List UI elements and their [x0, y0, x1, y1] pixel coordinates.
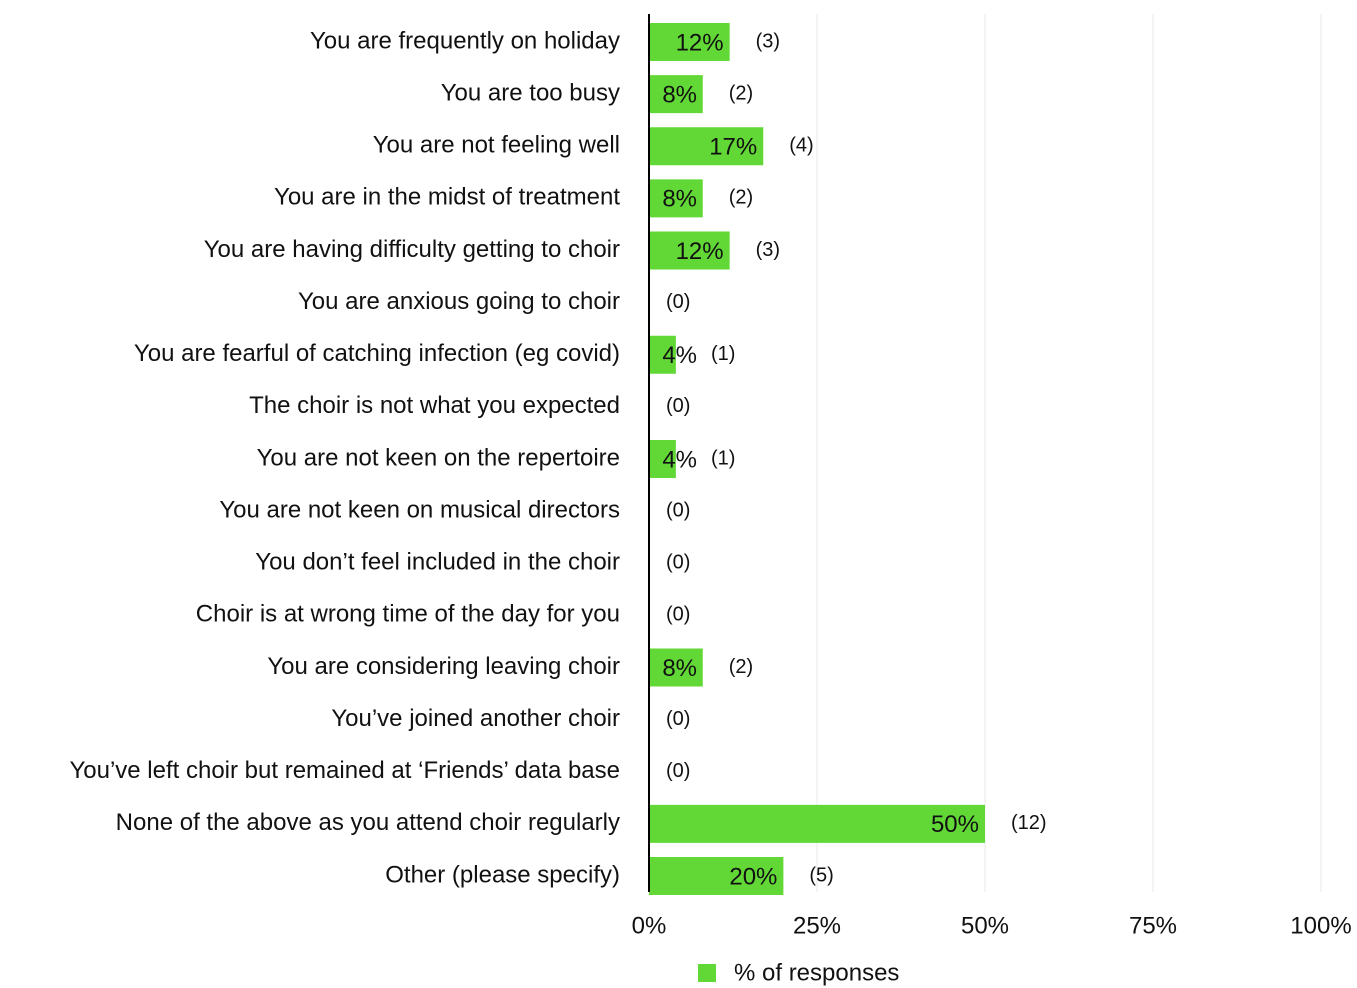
category-label: You’ve left choir but remained at ‘Frien… — [69, 757, 620, 784]
count-label: (0) — [666, 708, 690, 730]
count-label: (0) — [666, 760, 690, 782]
category-label: You are not keen on the repertoire — [257, 444, 620, 471]
bar — [649, 179, 703, 218]
x-tick-label: 75% — [1129, 912, 1177, 939]
bar — [649, 804, 985, 843]
count-label: (0) — [666, 291, 690, 313]
category-label: Choir is at wrong time of the day for yo… — [196, 601, 620, 628]
bar — [649, 23, 730, 61]
bar — [649, 127, 764, 166]
category-label: None of the above as you attend choir re… — [116, 809, 620, 836]
count-label: (2) — [729, 82, 753, 104]
bar — [649, 75, 703, 114]
category-label: You are fearful of catching infection (e… — [134, 340, 620, 367]
count-label: (0) — [666, 552, 690, 574]
value-label: 12% — [676, 238, 724, 265]
x-tick-label: 50% — [961, 912, 1009, 939]
category-label: You don’t feel included in the choir — [255, 549, 620, 576]
category-label: Other (please specify) — [385, 861, 620, 888]
bar — [649, 440, 676, 478]
category-label: You are not keen on musical directors — [219, 496, 620, 523]
count-label: (2) — [729, 656, 753, 678]
category-label: You are anxious going to choir — [298, 288, 620, 315]
x-tick-label: 100% — [1290, 912, 1351, 939]
value-label: 8% — [662, 81, 697, 108]
bar — [649, 335, 676, 374]
value-label: 8% — [662, 186, 697, 213]
count-label: (1) — [711, 343, 735, 365]
category-label: You are too busy — [441, 79, 620, 106]
count-label: (5) — [809, 864, 833, 886]
count-label: (0) — [666, 604, 690, 626]
value-label: 20% — [729, 863, 777, 890]
category-label: You are having difficulty getting to cho… — [204, 236, 620, 263]
x-tick-label: 0% — [632, 912, 667, 939]
count-label: (3) — [756, 239, 780, 261]
bar — [649, 857, 784, 895]
legend-label: % of responses — [734, 959, 899, 986]
category-label: You are in the midst of treatment — [274, 184, 620, 211]
count-label: (0) — [666, 499, 690, 521]
category-label: You are frequently on holiday — [310, 27, 620, 54]
count-label: (1) — [711, 447, 735, 469]
value-label: 17% — [709, 134, 757, 161]
value-label: 4% — [662, 446, 697, 473]
bar — [649, 648, 703, 687]
legend-swatch — [698, 964, 716, 982]
count-label: (3) — [756, 30, 780, 52]
category-label: You are not feeling well — [373, 132, 620, 159]
count-label: (0) — [666, 395, 690, 417]
count-label: (4) — [789, 135, 813, 157]
category-label: You are considering leaving choir — [267, 653, 620, 680]
x-tick-label: 25% — [793, 912, 841, 939]
category-label: You’ve joined another choir — [331, 705, 620, 732]
category-label: The choir is not what you expected — [249, 392, 620, 419]
count-label: (2) — [729, 187, 753, 209]
bar — [649, 231, 730, 270]
count-label: (12) — [1011, 812, 1047, 834]
value-label: 50% — [931, 811, 979, 838]
value-label: 8% — [662, 655, 697, 682]
value-label: 12% — [676, 29, 724, 56]
value-label: 4% — [662, 342, 697, 369]
